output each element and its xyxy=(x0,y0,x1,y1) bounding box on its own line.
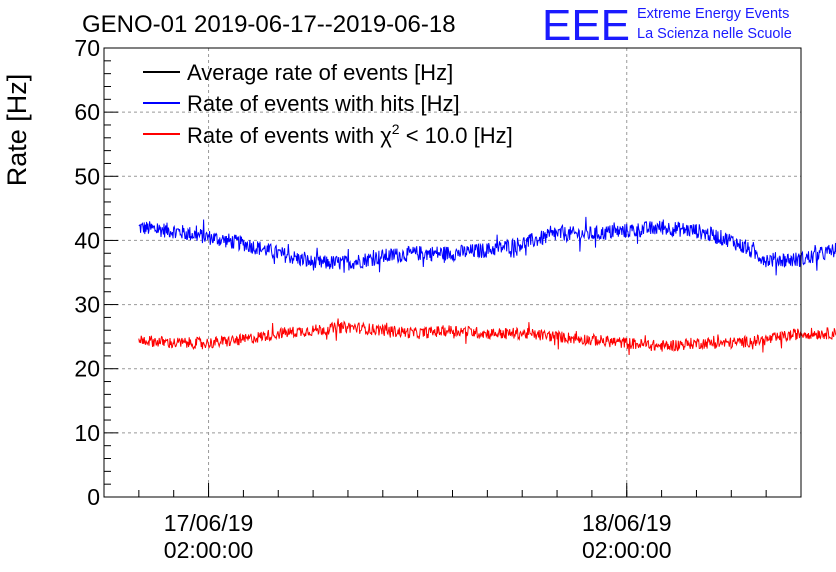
legend-item-average: Average rate of events [Hz] xyxy=(143,60,453,85)
x-tick-date: 18/06/19 xyxy=(582,510,672,536)
y-tick-label: 0 xyxy=(87,484,100,510)
chart-title: GENO-01 2019-06-17--2019-06-18 xyxy=(82,11,456,38)
x-tick-date: 17/06/19 xyxy=(164,510,254,536)
legend-label-average: Average rate of events [Hz] xyxy=(187,60,453,85)
legend-label-chi2: Rate of events with χ2 < 10.0 [Hz] xyxy=(187,121,513,148)
series-line-hits xyxy=(138,216,836,276)
x-tick-time: 02:00:00 xyxy=(582,537,672,563)
series-line-chi2 xyxy=(138,318,836,356)
axes: 01020304050607017/06/1902:00:0018/06/190… xyxy=(74,35,767,563)
logo-line-2: La Scienza nelle Scuole xyxy=(637,26,792,42)
y-tick-label: 30 xyxy=(74,292,100,318)
y-tick-label: 40 xyxy=(74,227,100,253)
y-tick-label: 20 xyxy=(74,356,100,382)
y-tick-label: 10 xyxy=(74,420,100,446)
series-layer xyxy=(138,216,836,356)
logo-line-1: Extreme Energy Events xyxy=(637,6,789,22)
legend-label-hits: Rate of events with hits [Hz] xyxy=(187,91,460,116)
y-tick-label: 50 xyxy=(74,163,100,189)
eee-logo: EEE Extreme Energy Events La Scienza nel… xyxy=(542,1,792,50)
y-tick-label: 70 xyxy=(74,35,100,61)
y-tick-label: 60 xyxy=(74,99,100,125)
x-tick-time: 02:00:00 xyxy=(164,537,254,563)
legend-item-chi2: Rate of events with χ2 < 10.0 [Hz] xyxy=(143,121,513,148)
y-axis-label: Rate [Hz] xyxy=(2,74,32,187)
logo-letters: EEE xyxy=(542,1,630,50)
legend: Average rate of events [Hz] Rate of even… xyxy=(143,60,513,148)
legend-item-hits: Rate of events with hits [Hz] xyxy=(143,91,460,116)
